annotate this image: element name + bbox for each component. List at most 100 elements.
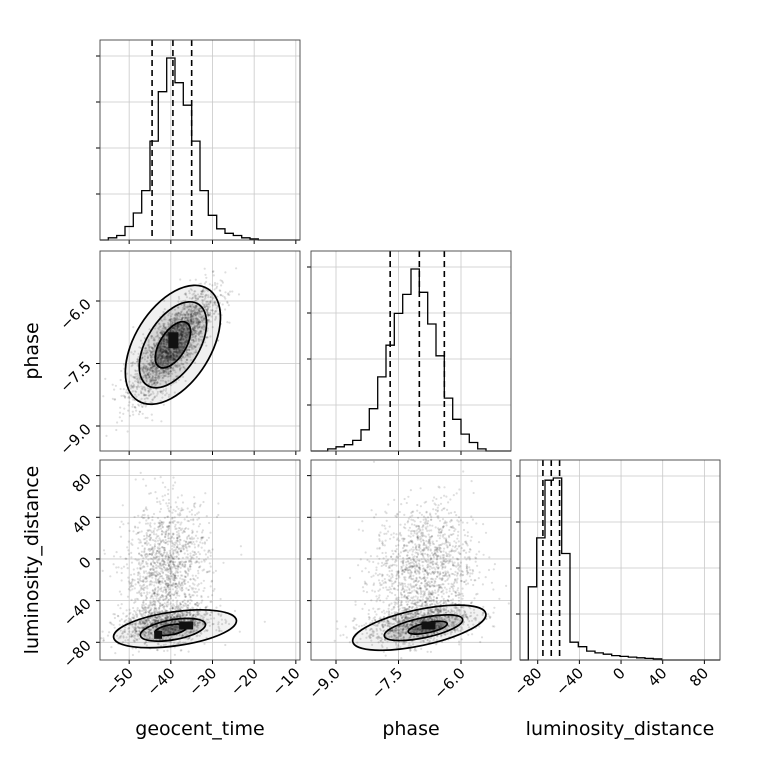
- scatter-point: [183, 592, 186, 595]
- scatter-point: [183, 602, 186, 605]
- scatter-point: [175, 582, 178, 586]
- scatter-point: [185, 317, 188, 320]
- scatter-point: [106, 634, 110, 637]
- scatter-point: [208, 521, 211, 525]
- scatter-point: [132, 606, 135, 610]
- scatter-point: [180, 334, 183, 337]
- scatter-geocent_time-vs-phase: [102, 267, 241, 437]
- scatter-point: [194, 306, 197, 309]
- scatter-point: [152, 558, 155, 561]
- scatter-point: [153, 561, 157, 565]
- scatter-point: [141, 405, 144, 408]
- scatter-point: [152, 379, 156, 382]
- scatter-point: [127, 580, 130, 583]
- scatter-point: [144, 580, 147, 584]
- scatter-point: [156, 561, 160, 564]
- scatter-point: [198, 561, 201, 564]
- scatter-point: [174, 501, 177, 504]
- scatter-point: [128, 529, 131, 533]
- scatter-point: [176, 571, 179, 574]
- scatter-point: [237, 293, 241, 296]
- scatter-point: [147, 343, 150, 346]
- scatter-point: [129, 387, 132, 390]
- panel-frame: [519, 459, 721, 661]
- scatter-point: [171, 588, 175, 591]
- scatter-point: [189, 602, 192, 605]
- scatter-point: [155, 370, 158, 373]
- scatter-point: [180, 338, 183, 341]
- scatter-point: [167, 603, 170, 606]
- scatter-point: [170, 354, 173, 357]
- scatter-point: [196, 317, 199, 320]
- scatter-point: [188, 346, 192, 349]
- scatter-point: [167, 362, 170, 365]
- scatter-point: [196, 530, 199, 533]
- scatter-point: [129, 414, 132, 417]
- scatter-point: [192, 333, 195, 336]
- scatter-point: [162, 339, 166, 342]
- scatter-point: [208, 562, 211, 565]
- scatter-point: [168, 357, 171, 360]
- scatter-point: [165, 334, 168, 337]
- histogram-step-phase: [311, 268, 511, 452]
- scatter-point: [144, 484, 148, 487]
- scatter-point: [156, 549, 159, 553]
- scatter-point: [200, 594, 203, 598]
- scatter-point: [149, 563, 152, 566]
- scatter-point: [197, 583, 200, 586]
- scatter-point: [174, 325, 177, 328]
- scatter-point: [151, 419, 154, 422]
- scatter-point: [152, 512, 156, 516]
- scatter-point: [203, 642, 206, 645]
- scatter-point: [173, 653, 176, 656]
- scatter-point: [160, 348, 163, 352]
- scatter-point: [162, 598, 165, 601]
- scatter-point: [131, 405, 134, 408]
- scatter-point: [158, 325, 162, 328]
- scatter-point: [113, 616, 116, 620]
- scatter-point: [133, 406, 136, 409]
- scatter-point: [143, 386, 146, 389]
- scatter-point: [163, 649, 166, 653]
- scatter-point: [142, 604, 145, 607]
- scatter-point: [173, 525, 177, 528]
- scatter-point: [192, 540, 195, 544]
- scatter-point: [181, 556, 184, 559]
- scatter-point: [191, 326, 194, 329]
- scatter-point: [130, 365, 133, 368]
- scatter-point: [153, 381, 156, 385]
- scatter-point: [166, 601, 170, 604]
- scatter-point: [193, 506, 196, 509]
- scatter-point: [194, 336, 197, 340]
- scatter-point: [180, 494, 183, 497]
- scatter-point: [139, 575, 142, 578]
- scatter-point: [144, 388, 147, 391]
- scatter-point: [224, 271, 227, 274]
- scatter-point: [176, 318, 180, 321]
- scatter-point: [193, 333, 196, 336]
- scatter-point: [190, 599, 193, 602]
- scatter-point: [199, 541, 202, 544]
- scatter-point: [168, 349, 171, 352]
- scatter-point: [109, 575, 112, 578]
- scatter-point: [156, 529, 159, 532]
- scatter-point: [203, 587, 206, 590]
- scatter-point: [165, 603, 168, 606]
- scatter-point: [181, 501, 185, 504]
- scatter-point: [191, 550, 194, 553]
- scatter-point: [173, 546, 176, 549]
- scatter-point: [178, 328, 181, 331]
- scatter-point: [152, 597, 155, 600]
- scatter-point: [153, 584, 156, 587]
- scatter-point: [263, 620, 266, 623]
- scatter-point: [115, 551, 118, 554]
- density-peak: [168, 332, 179, 349]
- scatter-point: [227, 292, 230, 295]
- scatter-point: [120, 394, 123, 397]
- scatter-point: [192, 578, 196, 581]
- scatter-point: [208, 283, 211, 286]
- scatter-point: [156, 350, 160, 353]
- scatter-point: [200, 601, 203, 604]
- scatter-point: [195, 325, 198, 328]
- scatter-point: [157, 542, 160, 545]
